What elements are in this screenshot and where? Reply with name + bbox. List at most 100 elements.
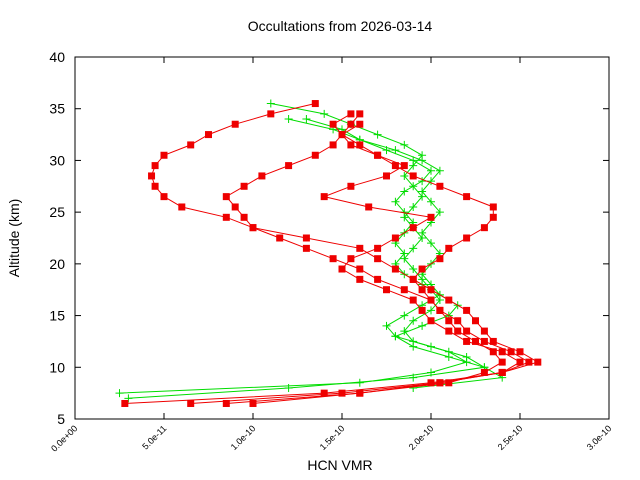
square-marker	[454, 317, 462, 325]
square-marker	[187, 141, 195, 149]
square-marker	[231, 203, 239, 211]
square-marker	[480, 224, 488, 232]
x-axis-label: HCN VMR	[307, 457, 372, 473]
x-tick-label: 3.0e-10	[585, 423, 614, 452]
square-marker	[356, 265, 364, 273]
square-marker	[436, 306, 444, 314]
y-tick-label: 5	[57, 411, 65, 427]
square-marker	[338, 131, 346, 139]
plus-marker	[400, 187, 409, 196]
square-marker	[463, 337, 471, 345]
plus-marker	[427, 239, 435, 248]
y-axis-label: Altitude (km)	[6, 199, 22, 278]
square-marker	[329, 120, 337, 128]
plus-marker	[373, 130, 382, 139]
square-marker	[418, 306, 426, 314]
square-marker	[445, 296, 453, 304]
x-tick-label: 2.5e-10	[496, 423, 525, 452]
square-marker	[427, 317, 435, 325]
square-marker	[436, 182, 444, 190]
square-marker	[222, 213, 230, 221]
square-marker	[187, 399, 195, 407]
plus-marker	[418, 228, 427, 237]
square-marker	[427, 379, 435, 387]
plus-marker	[302, 115, 311, 124]
square-marker	[151, 182, 159, 190]
x-tick-label: 1.5e-10	[318, 423, 347, 452]
plus-marker	[418, 321, 427, 330]
square-marker	[525, 358, 533, 366]
square-marker	[409, 172, 417, 180]
square-marker	[418, 286, 426, 294]
square-marker	[347, 255, 355, 263]
chart-title: Occultations from 2026-03-14	[248, 18, 433, 34]
profile-line	[128, 118, 486, 399]
square-marker	[445, 317, 453, 325]
square-marker	[249, 224, 257, 232]
square-marker	[498, 348, 506, 356]
square-marker	[489, 213, 497, 221]
plus-marker	[284, 383, 293, 392]
square-marker	[160, 193, 168, 201]
square-marker	[427, 286, 435, 294]
square-marker	[534, 358, 542, 366]
square-marker	[480, 327, 488, 335]
square-marker	[121, 399, 129, 407]
profile-line	[190, 113, 531, 404]
y-tick-label: 25	[49, 204, 65, 220]
square-marker	[285, 162, 293, 170]
square-marker	[356, 389, 364, 397]
square-marker	[516, 358, 524, 366]
plus-marker	[400, 327, 409, 336]
square-marker	[427, 213, 435, 221]
plot-area	[115, 99, 542, 407]
plus-marker	[400, 140, 409, 149]
square-marker	[320, 389, 328, 397]
plus-marker	[400, 249, 409, 258]
square-marker	[320, 193, 328, 201]
square-marker	[160, 151, 168, 159]
square-marker	[356, 110, 364, 118]
square-marker	[267, 110, 275, 118]
square-marker	[391, 265, 399, 273]
square-marker	[258, 172, 266, 180]
square-marker	[463, 193, 471, 201]
square-marker	[489, 203, 497, 211]
plus-marker	[427, 166, 435, 175]
square-marker	[374, 244, 382, 252]
square-marker	[480, 368, 488, 376]
plus-marker	[427, 197, 435, 206]
plus-marker	[435, 208, 444, 217]
square-marker	[391, 162, 399, 170]
plus-marker	[320, 109, 329, 118]
square-marker	[347, 141, 355, 149]
square-marker	[400, 162, 408, 170]
plus-marker	[409, 265, 418, 274]
square-marker	[445, 244, 453, 252]
plus-marker	[409, 342, 418, 351]
y-tick-label: 40	[49, 49, 65, 65]
square-marker	[489, 337, 497, 345]
plus-marker	[266, 99, 275, 108]
plus-marker	[391, 197, 400, 206]
square-marker	[383, 286, 390, 294]
plus-marker	[284, 115, 293, 124]
x-tick-label: 5.0e-11	[140, 423, 168, 451]
square-marker	[498, 358, 506, 366]
square-marker	[347, 120, 355, 128]
plus-marker	[409, 373, 418, 382]
square-marker	[374, 275, 382, 283]
plus-marker	[418, 156, 427, 165]
y-tick-label: 35	[49, 101, 65, 117]
square-marker	[374, 151, 382, 159]
square-marker	[418, 265, 426, 273]
square-marker	[374, 255, 382, 263]
plus-marker	[391, 332, 400, 341]
square-marker	[231, 120, 239, 128]
square-marker	[205, 131, 212, 139]
square-marker	[383, 172, 390, 180]
square-marker	[356, 275, 364, 283]
square-marker	[356, 120, 364, 128]
square-marker	[400, 286, 408, 294]
